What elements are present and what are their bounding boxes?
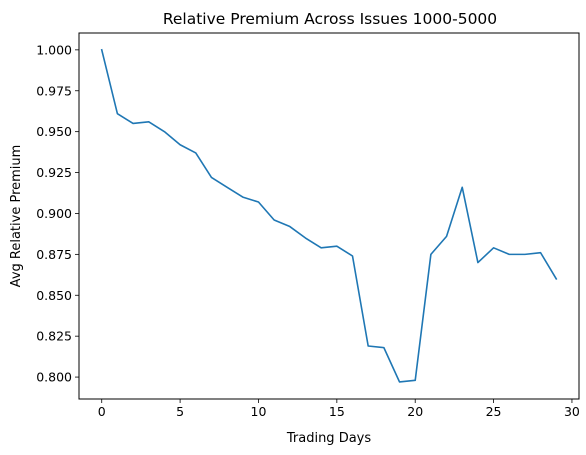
data-point	[430, 254, 432, 256]
chart-title: Relative Premium Across Issues 1000-5000	[163, 10, 497, 28]
data-point	[336, 245, 338, 247]
y-tick-label: 0.900	[36, 206, 72, 221]
x-tick-label: 5	[176, 404, 184, 419]
data-point	[399, 381, 401, 383]
data-point	[258, 201, 260, 203]
data-point	[367, 345, 369, 347]
x-tick-label: 30	[564, 404, 580, 419]
data-point	[477, 262, 479, 264]
x-tick-label: 10	[251, 404, 267, 419]
y-tick-label: 0.800	[36, 370, 72, 385]
y-tick-label: 0.825	[36, 329, 72, 344]
y-tick-label: 0.850	[36, 288, 72, 303]
y-tick-label: 1.000	[36, 42, 72, 57]
y-tick-label: 0.950	[36, 124, 72, 139]
data-point	[493, 247, 495, 249]
data-point	[132, 123, 134, 125]
data-point	[117, 113, 119, 115]
data-point	[305, 237, 307, 239]
x-tick-label: 15	[329, 404, 345, 419]
data-point	[164, 131, 166, 133]
x-tick-label: 0	[98, 404, 106, 419]
data-point	[226, 186, 228, 188]
data-point	[179, 144, 181, 146]
plot-area: 0 5 10 15 20 25 30 0.800 0.825 0.850 0.875 0.900 0.9…	[36, 42, 580, 419]
data-point	[446, 236, 448, 238]
y-tick-label: 0.875	[36, 247, 72, 262]
data-point	[352, 255, 354, 257]
series-line	[100, 48, 558, 383]
data-point	[414, 380, 416, 382]
data-point	[320, 247, 322, 249]
x-tick-label: 25	[486, 404, 502, 419]
data-point	[540, 252, 542, 254]
y-tick-label: 0.925	[36, 165, 72, 180]
y-axis-label: Avg Relative Premium	[9, 145, 24, 288]
data-point	[101, 49, 103, 51]
data-point	[508, 254, 510, 256]
data-point	[461, 186, 463, 188]
y-tick-label: 0.975	[36, 83, 72, 98]
data-point	[524, 254, 526, 256]
data-point	[148, 121, 150, 123]
x-tick-label: 20	[407, 404, 423, 419]
data-point	[555, 278, 557, 280]
data-point	[211, 177, 213, 179]
data-point	[242, 196, 244, 198]
data-point	[273, 219, 275, 221]
data-point	[195, 152, 197, 154]
data-point	[383, 347, 385, 349]
data-point	[289, 226, 291, 228]
x-axis-label: Trading Days	[286, 431, 371, 446]
plot-frame	[78, 32, 580, 400]
